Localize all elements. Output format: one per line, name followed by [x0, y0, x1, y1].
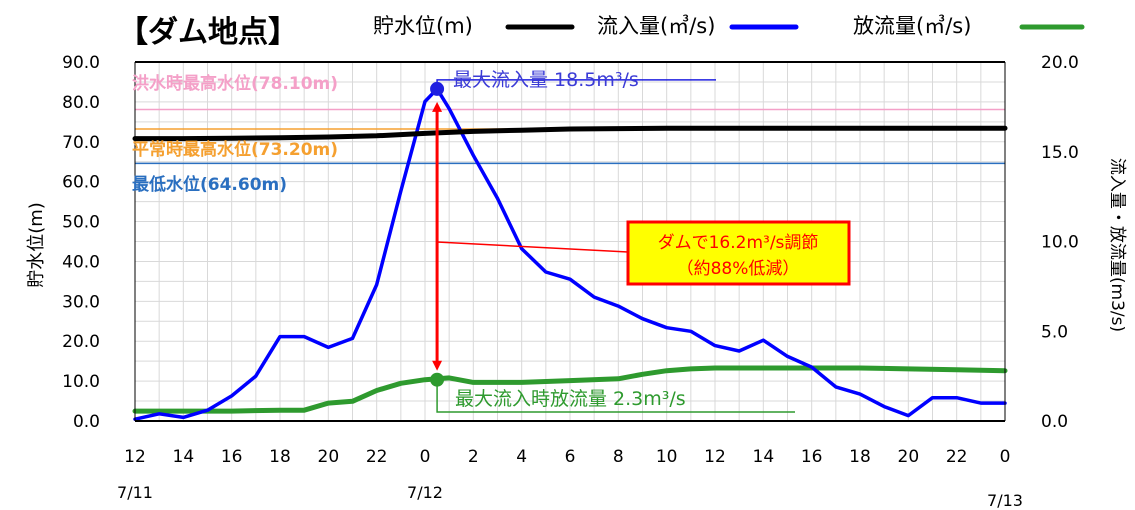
- y-tick-label-left: 60.0: [62, 173, 100, 193]
- tick-labels: 90.080.070.060.050.040.030.020.010.00.02…: [62, 53, 1079, 510]
- x-tick-label: 12: [704, 447, 726, 467]
- x-tick-label: 0: [1000, 447, 1011, 467]
- grid: [134, 61, 1006, 422]
- reference-line-label: 洪水時最高水位(78.10m): [132, 73, 338, 94]
- reference-line-label: 最低水位(64.60m): [132, 174, 287, 195]
- right-axis-label: 流入量・放流量(m3/s): [1107, 158, 1127, 332]
- series-line: [133, 87, 1007, 421]
- x-tick-label: 14: [173, 447, 195, 467]
- x-tick-label: 18: [269, 447, 291, 467]
- x-tick-label: 18: [849, 447, 871, 467]
- annotations: 洪水時最高水位(78.10m) 平常時最高水位(73.20m) 最低水位(64.60…: [132, 69, 851, 413]
- y-tick-label-right: 0.0: [1041, 412, 1068, 432]
- plot-frame: [134, 61, 1006, 422]
- x-date-label: 7/13: [987, 491, 1023, 510]
- legend-label: 貯水位(m): [373, 14, 473, 38]
- left-axis-label: 貯水位(m): [26, 202, 47, 288]
- y-tick-label-right: 10.0: [1041, 233, 1079, 253]
- callout-text-line1: ダムで16.2m³/s調節: [658, 233, 819, 253]
- max-inflow-label: 最大流入量 18.5m³/s: [453, 69, 639, 91]
- y-tick-label-right: 15.0: [1041, 143, 1079, 163]
- x-tick-label: 4: [516, 447, 527, 467]
- x-tick-label: 20: [898, 447, 920, 467]
- y-tick-label-left: 70.0: [62, 133, 100, 153]
- y-tick-label-left: 10.0: [62, 372, 100, 392]
- x-tick-label: 6: [565, 447, 576, 467]
- callout-leader: [437, 241, 629, 253]
- callout-text-line2: （約88%低減）: [677, 259, 800, 279]
- x-tick-label: 10: [656, 447, 678, 467]
- x-tick-label: 0: [420, 447, 431, 467]
- series-line: [132, 125, 1008, 142]
- y-tick-label-right: 20.0: [1041, 53, 1079, 73]
- x-tick-label: 16: [221, 447, 243, 467]
- x-tick-label: 16: [801, 447, 823, 467]
- x-tick-label: 2: [468, 447, 479, 467]
- x-tick-label: 20: [318, 447, 340, 467]
- legend-label: 流入量(㎥/s): [597, 14, 715, 38]
- max-release-leader: [436, 379, 795, 413]
- chart-title: 【ダム地点】: [118, 15, 298, 50]
- max-release-label: 最大流入時放流量 2.3m³/s: [455, 388, 686, 410]
- series-layer: [132, 87, 1008, 421]
- x-tick-label: 22: [366, 447, 388, 467]
- x-date-label: 7/12: [407, 483, 443, 502]
- y-tick-label-left: 80.0: [62, 93, 100, 113]
- series-line: [132, 365, 1008, 414]
- callout-box: [626, 220, 851, 286]
- y-tick-label-left: 90.0: [62, 53, 100, 73]
- y-tick-label-right: 5.0: [1041, 322, 1068, 342]
- y-tick-label-left: 20.0: [62, 332, 100, 352]
- legend-label: 放流量(㎥/s): [853, 14, 971, 38]
- x-tick-label: 12: [124, 447, 146, 467]
- x-tick-label: 14: [753, 447, 775, 467]
- x-tick-label: 8: [613, 447, 624, 467]
- reference-line-label: 平常時最高水位(73.20m): [132, 139, 338, 160]
- max-inflow-leader: [436, 79, 716, 89]
- y-tick-label-left: 40.0: [62, 252, 100, 272]
- y-tick-label-left: 50.0: [62, 213, 100, 233]
- x-tick-label: 22: [946, 447, 968, 467]
- y-tick-label-left: 0.0: [73, 412, 100, 432]
- x-date-label: 7/11: [117, 483, 153, 502]
- y-tick-label-left: 30.0: [62, 292, 100, 312]
- legend: 貯水位(m) 流入量(㎥/s) 放流量(㎥/s): [373, 14, 1085, 38]
